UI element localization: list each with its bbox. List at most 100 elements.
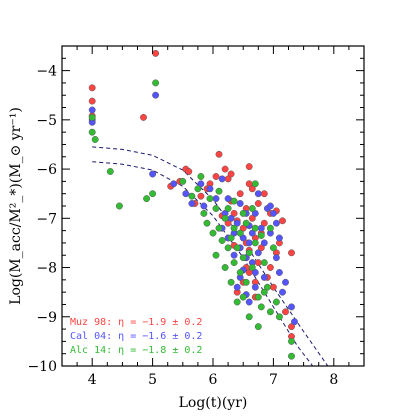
x-tick-label: 6 bbox=[209, 372, 218, 388]
data-point-alc-14 bbox=[236, 229, 244, 237]
data-point-muz-98 bbox=[269, 283, 277, 291]
data-point-muz-98 bbox=[245, 180, 253, 188]
data-point-alc-14 bbox=[179, 177, 187, 185]
data-point-alc-14 bbox=[239, 209, 247, 217]
data-point-alc-14 bbox=[239, 293, 247, 301]
data-point-cal-04 bbox=[282, 278, 289, 286]
data-point-alc-14 bbox=[233, 244, 241, 252]
data-point-muz-98 bbox=[282, 308, 289, 316]
data-point-cal-04 bbox=[233, 219, 241, 227]
data-point-alc-14 bbox=[254, 323, 262, 331]
data-point-alc-14 bbox=[194, 185, 202, 193]
data-point-muz-98 bbox=[236, 190, 244, 198]
data-point-alc-14 bbox=[272, 298, 280, 306]
data-point-alc-14 bbox=[227, 278, 235, 286]
data-point-cal-04 bbox=[212, 195, 220, 203]
x-tick-label: 7 bbox=[269, 372, 278, 388]
data-point-cal-04 bbox=[149, 170, 157, 178]
data-point-alc-14 bbox=[227, 234, 235, 242]
data-point-alc-14 bbox=[188, 192, 196, 200]
data-point-muz-98 bbox=[212, 173, 220, 180]
data-point-muz-98 bbox=[254, 200, 262, 207]
data-point-alc-14 bbox=[254, 293, 262, 301]
data-point-alc-14 bbox=[266, 308, 274, 316]
data-point-muz-98 bbox=[260, 219, 268, 227]
data-point-cal-04 bbox=[275, 234, 283, 242]
x-axis-label: Log(t)(yr) bbox=[179, 395, 248, 411]
data-point-alc-14 bbox=[88, 128, 96, 136]
axis-tick-labels: 4 5 6 7 8 −4 −5 −6 −7 −8 −9 −10 bbox=[27, 64, 338, 388]
data-point-muz-98 bbox=[88, 97, 96, 105]
data-point-cal-04 bbox=[236, 200, 244, 207]
axis-ticks bbox=[61, 45, 365, 367]
data-point-muz-98 bbox=[279, 217, 286, 225]
data-point-alc-14 bbox=[288, 352, 295, 360]
data-point-alc-14 bbox=[197, 173, 205, 180]
data-point-muz-98 bbox=[266, 264, 274, 271]
data-point-alc-14 bbox=[251, 239, 259, 247]
data-point-alc-14 bbox=[275, 313, 283, 321]
data-point-cal-04 bbox=[245, 239, 253, 247]
data-point-alc-14 bbox=[233, 298, 241, 306]
data-point-alc-14 bbox=[236, 269, 244, 276]
data-point-muz-98 bbox=[215, 150, 223, 158]
data-point-cal-04 bbox=[279, 288, 286, 296]
y-tick-label: −7 bbox=[36, 211, 57, 227]
data-point-muz-98 bbox=[185, 168, 193, 175]
data-point-cal-04 bbox=[224, 195, 232, 203]
data-point-cal-04 bbox=[251, 269, 259, 276]
data-point-alc-14 bbox=[212, 251, 220, 259]
data-point-alc-14 bbox=[263, 283, 271, 291]
data-point-alc-14 bbox=[257, 232, 265, 239]
data-point-alc-14 bbox=[152, 79, 160, 87]
data-point-muz-98 bbox=[140, 113, 147, 121]
data-point-cal-04 bbox=[266, 202, 274, 210]
data-point-muz-98 bbox=[245, 163, 253, 171]
data-point-alc-14 bbox=[239, 254, 247, 262]
data-point-alc-14 bbox=[248, 205, 256, 212]
data-point-cal-04 bbox=[272, 219, 280, 227]
data-point-alc-14 bbox=[245, 313, 253, 321]
data-point-muz-98 bbox=[248, 185, 256, 193]
scatter-points bbox=[88, 49, 298, 360]
data-point-muz-98 bbox=[288, 249, 295, 257]
data-point-muz-98 bbox=[88, 84, 96, 92]
legend-entry-muz-98: Muz 98: η = −1.9 ± 0.2 bbox=[70, 317, 202, 328]
x-tick-label: 8 bbox=[329, 372, 338, 388]
data-point-alc-14 bbox=[143, 195, 151, 203]
data-point-alc-14 bbox=[245, 249, 253, 257]
data-point-alc-14 bbox=[230, 197, 238, 205]
data-point-alc-14 bbox=[257, 303, 265, 311]
data-point-alc-14 bbox=[91, 136, 99, 143]
x-tick-label: 4 bbox=[88, 372, 97, 388]
data-point-cal-04 bbox=[251, 283, 259, 291]
data-point-cal-04 bbox=[200, 202, 208, 210]
data-point-cal-04 bbox=[272, 254, 280, 262]
data-point-alc-14 bbox=[242, 219, 250, 227]
y-tick-label: −6 bbox=[36, 162, 57, 178]
data-point-alc-14 bbox=[288, 337, 295, 345]
data-point-muz-98 bbox=[227, 170, 235, 178]
y-tick-label: −8 bbox=[36, 261, 57, 277]
data-point-cal-04 bbox=[291, 318, 298, 326]
data-point-cal-04 bbox=[218, 175, 226, 183]
data-point-cal-04 bbox=[269, 209, 277, 217]
data-point-alc-14 bbox=[200, 209, 208, 217]
y-tick-label: −4 bbox=[36, 64, 57, 80]
data-point-alc-14 bbox=[221, 214, 229, 222]
data-point-alc-14 bbox=[215, 224, 223, 232]
data-point-cal-04 bbox=[233, 283, 241, 291]
data-point-alc-14 bbox=[266, 224, 274, 232]
data-point-alc-14 bbox=[149, 190, 157, 198]
data-point-cal-04 bbox=[254, 190, 262, 198]
data-point-alc-14 bbox=[115, 202, 123, 210]
data-point-cal-04 bbox=[288, 303, 295, 311]
legend-entry-alc-14: Alc 14: η = −1.8 ± 0.2 bbox=[70, 345, 202, 356]
data-point-cal-04 bbox=[260, 239, 268, 247]
data-point-muz-98 bbox=[197, 192, 205, 200]
data-point-cal-04 bbox=[188, 200, 196, 207]
data-point-cal-04 bbox=[227, 214, 235, 222]
data-point-alc-14 bbox=[209, 229, 217, 237]
data-point-cal-04 bbox=[197, 180, 205, 188]
